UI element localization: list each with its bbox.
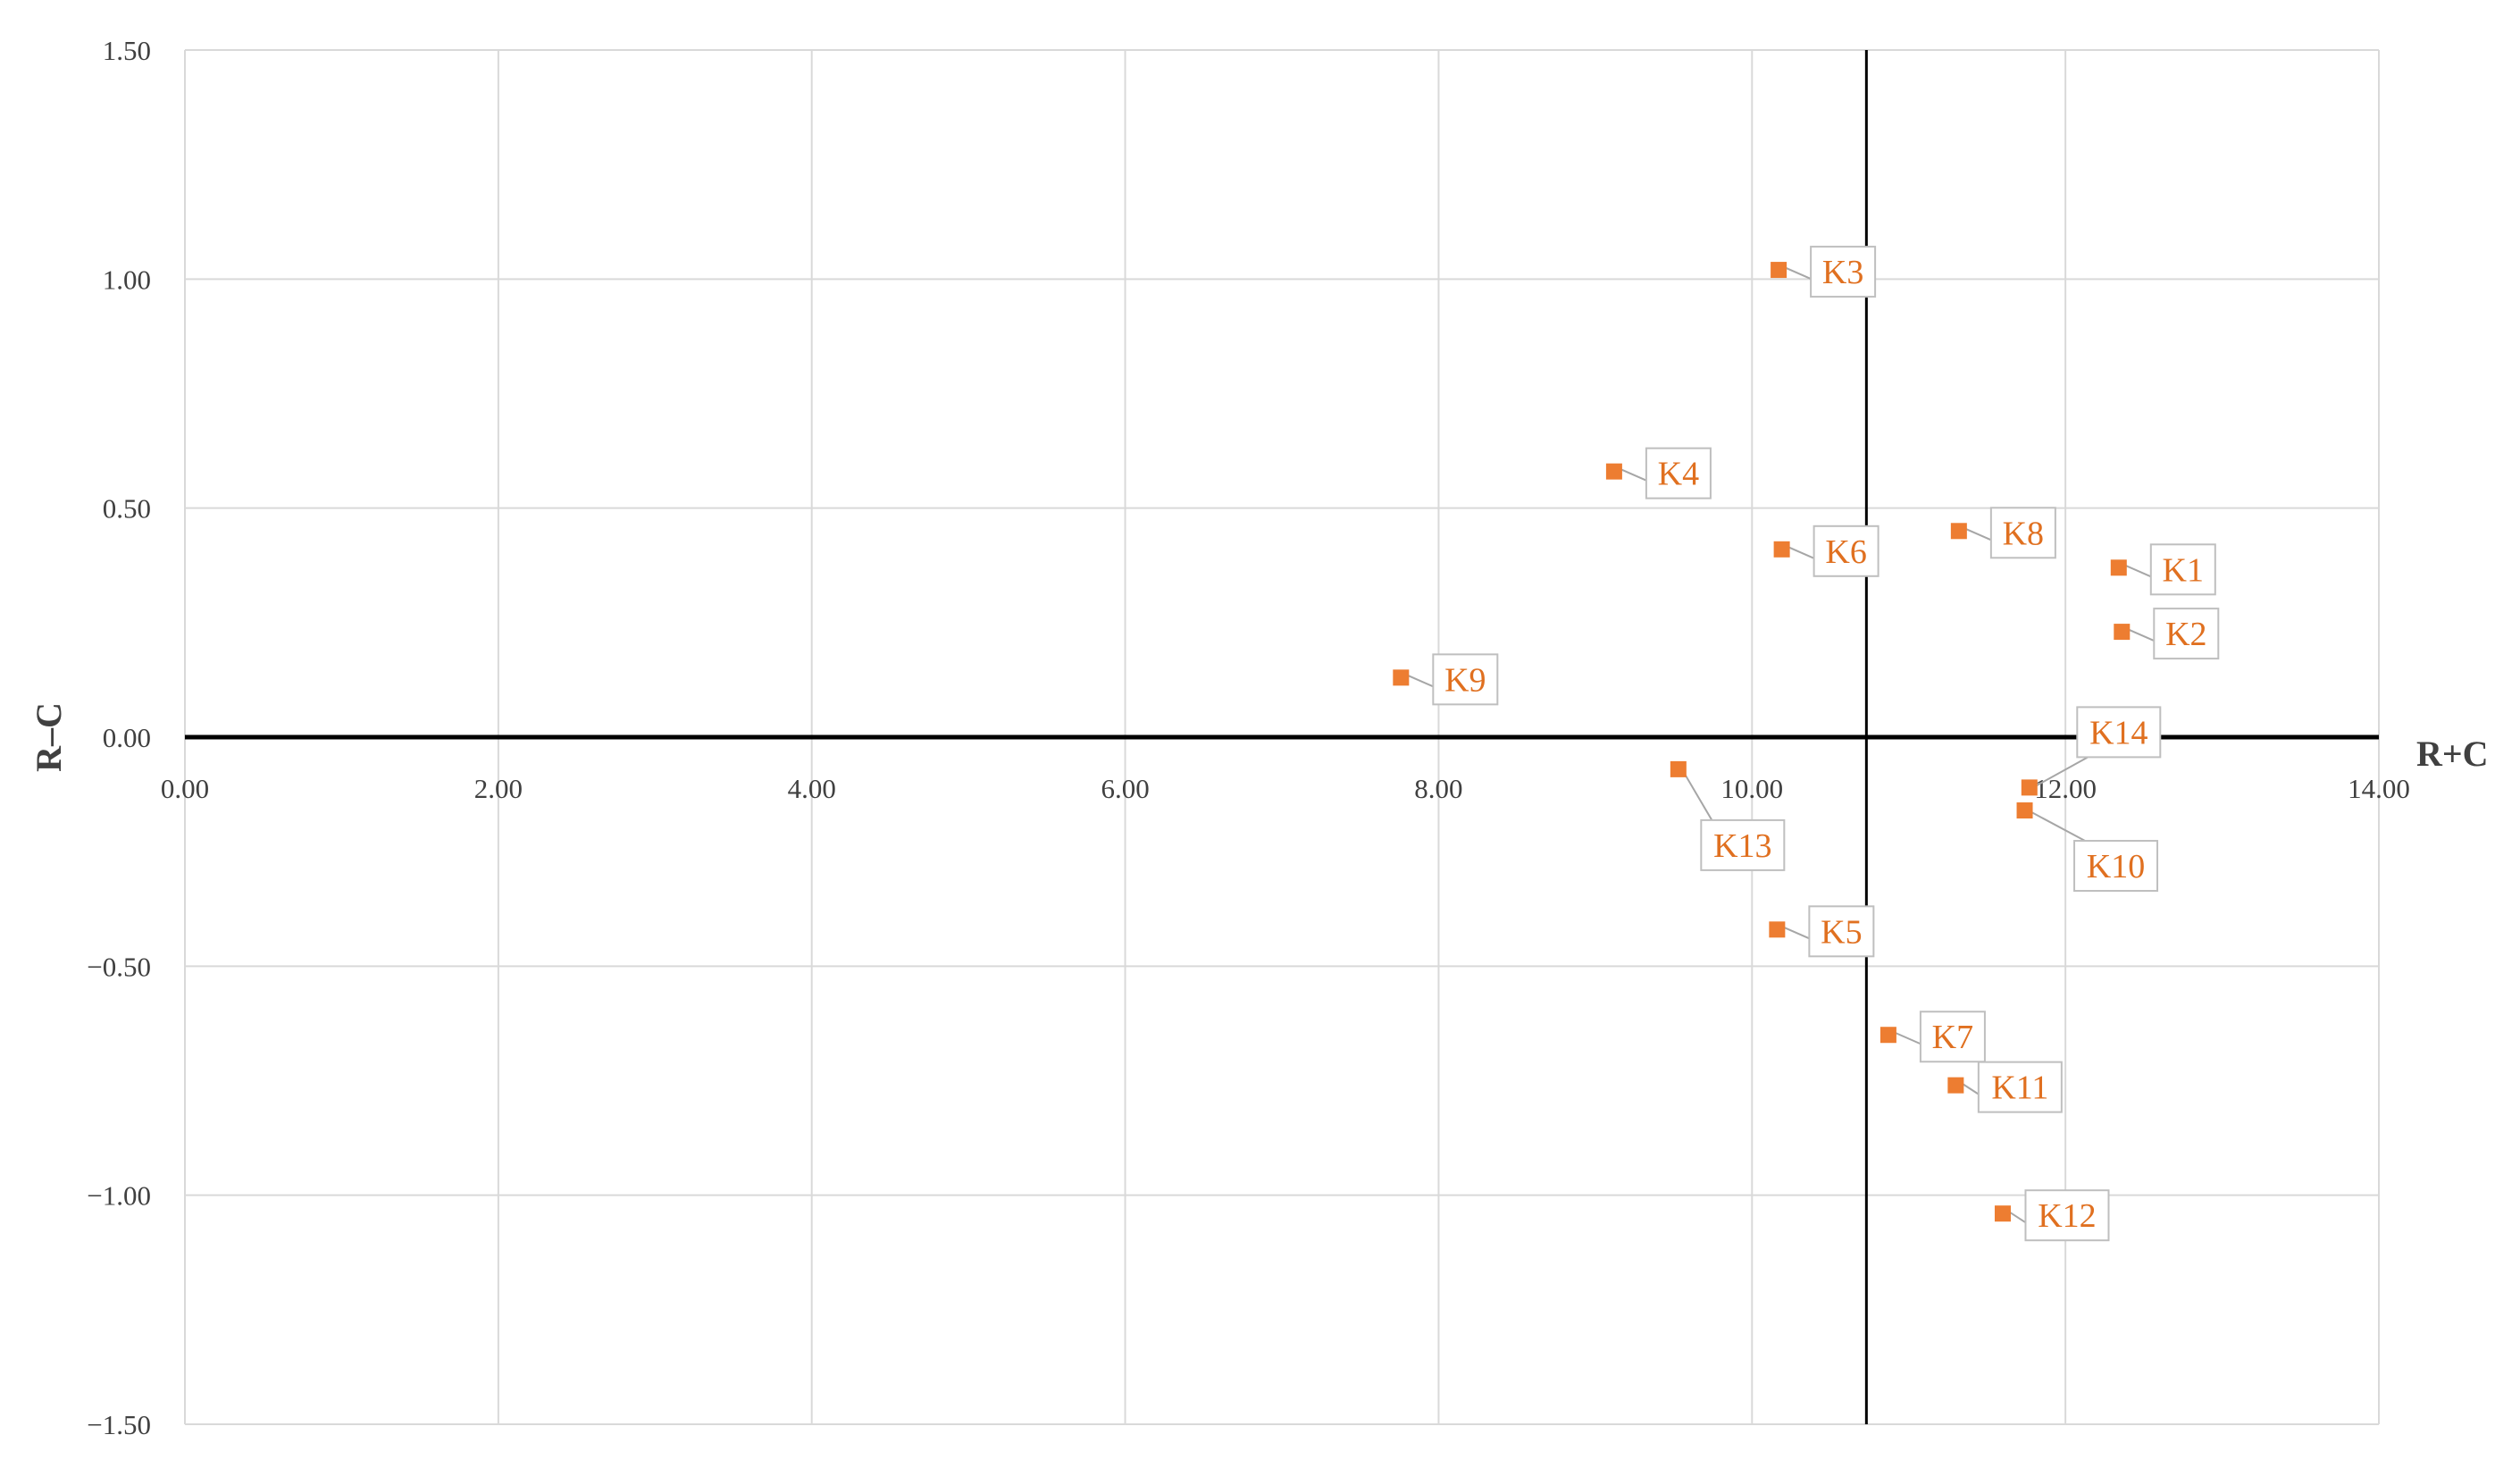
y-tick-label: 0.00 [103,722,151,753]
label-leader-line [1403,673,1434,688]
label-leader-line [1680,768,1713,821]
y-axis-title: R–C [29,702,69,772]
label-leader-line [2028,810,2086,842]
label-leader-line [1785,544,1815,559]
point-label: K11 [1991,1070,2048,1107]
data-point-marker [1769,921,1786,938]
point-label-box [2076,706,2162,759]
label-leader-line [1962,526,1992,541]
point-label-box [2149,543,2216,596]
x-tick-label: 10.00 [1720,773,1783,804]
label-leader-line [2032,756,2089,789]
data-point-marker [1947,1077,1964,1094]
label-leader-line [1891,1030,1921,1045]
y-tick-label: 1.00 [103,264,151,295]
point-label-box [1808,905,1875,958]
y-tick-label: 1.50 [103,35,151,66]
point-label-box [1813,524,1880,577]
label-leader-line [2122,563,2152,578]
point-label-box [1977,1061,2063,1113]
data-point-marker [1773,541,1790,558]
data-point-marker [1950,523,1967,540]
y-tick-label: −0.50 [87,951,151,982]
point-label: K8 [2003,515,2044,552]
data-point-marker [2114,624,2131,641]
x-tick-label: 14.00 [2348,773,2410,804]
point-label: K4 [1658,456,1699,493]
tick-labels: 0.00 2.00 4.00 6.00 8.00 10.00 12.00 14.00 1.50 1… [87,35,2410,1440]
label-leader-line [1617,466,1647,482]
data-point-marker [2110,559,2127,576]
point-label: K3 [1822,254,1863,291]
x-tick-label: 8.00 [1414,773,1462,804]
data-point-marker [1880,1027,1896,1044]
point-label: K13 [1713,827,1771,865]
point-label-box [1432,653,1499,706]
x-tick-label: 2.00 [474,773,523,804]
y-tick-label: −1.00 [87,1180,151,1212]
y-tick-label: 0.50 [103,493,151,524]
data-point-marker [1771,262,1787,279]
point-label-box [2073,840,2159,893]
point-label: K5 [1821,913,1862,951]
point-label: K10 [2087,848,2145,885]
point-label: K1 [2163,551,2204,589]
x-tick-label: 4.00 [788,773,836,804]
point-label-box [1919,1011,1986,1063]
point-label-box [2153,608,2220,660]
data-point-marker [2016,802,2033,819]
point-label-box [1989,507,2056,559]
data-point-marker [1605,463,1622,480]
x-tick-label: 12.00 [2034,773,2097,804]
data-point-marker [1994,1205,2011,1222]
point-label-box [1645,447,1712,499]
point-label: K9 [1444,661,1486,699]
x-tick-label: 6.00 [1101,773,1149,804]
data-points: K1 K2 K3 K4 K5 K6 K7 K8 K9 K10 K11 K12 K13 K14 [1393,246,2220,1242]
point-label-box [1810,246,1877,298]
point-label: K2 [2165,616,2206,653]
point-label: K12 [2038,1197,2096,1235]
x-axis-title: R+C [2416,734,2489,774]
point-label: K14 [2089,714,2147,751]
point-label: K7 [1932,1019,1973,1056]
x-tick-label: 0.00 [161,773,209,804]
point-label-box [1700,818,1786,871]
point-label-box [2024,1189,2110,1242]
data-point-marker [1670,760,1687,777]
data-point-marker [1393,669,1410,686]
point-label: K6 [1825,533,1866,571]
label-leader-line [1781,265,1812,280]
label-leader-line [1779,925,1810,940]
data-point-marker [2021,779,2038,796]
y-tick-label: −1.50 [87,1409,151,1440]
label-leader-line [2124,627,2155,642]
